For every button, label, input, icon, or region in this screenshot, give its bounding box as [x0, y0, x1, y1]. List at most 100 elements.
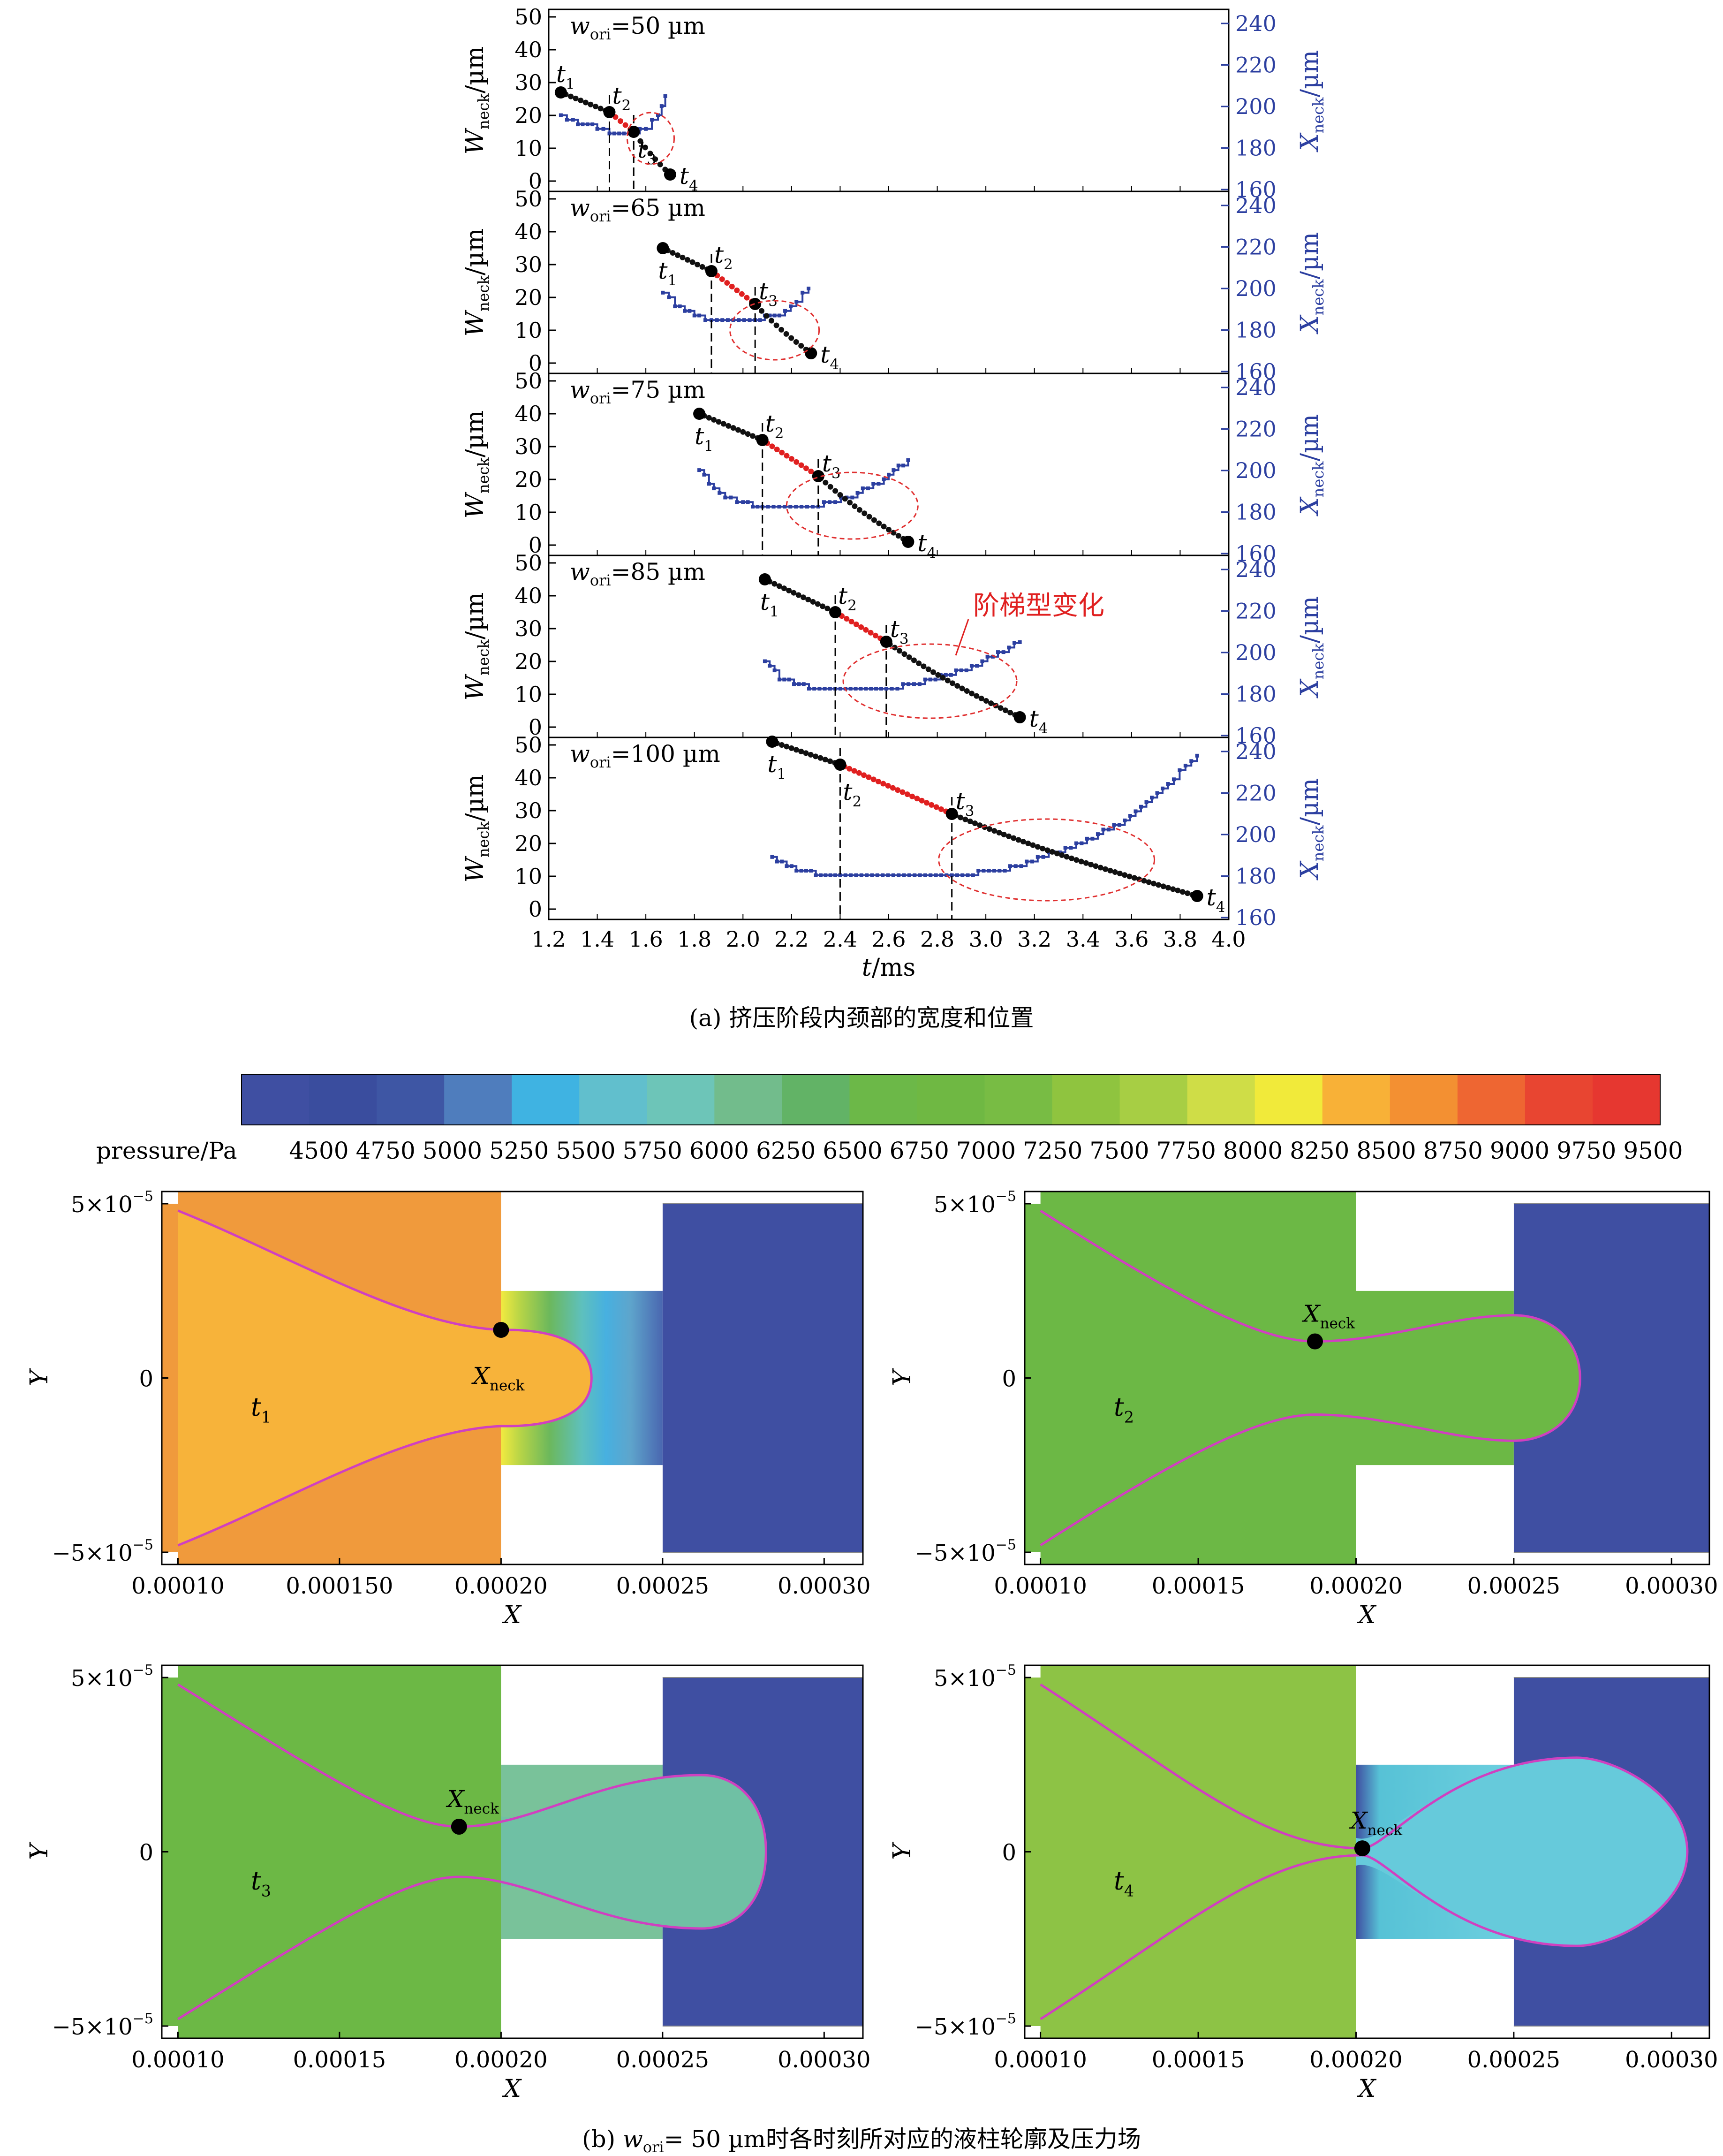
wneck-point: [897, 648, 903, 654]
x-tick-label: 2.2: [774, 926, 809, 952]
xneck-point: [801, 682, 806, 686]
y-tick-label-exp: −5: [133, 1662, 153, 1678]
colorbar-swatch: [1592, 1074, 1661, 1125]
xneck-point: [1013, 864, 1018, 868]
y-tick-label-left: 50: [514, 550, 542, 576]
xneck-point: [975, 664, 979, 668]
t4-label-sub: 4: [1216, 899, 1225, 916]
wneck-point: [866, 774, 872, 780]
wneck-point: [974, 693, 980, 699]
xneck-point: [559, 113, 563, 117]
wneck-point: [1170, 886, 1176, 892]
wneck-point: [872, 632, 878, 638]
x-tick-label: 0.00025: [1467, 2047, 1561, 2073]
xneck-point: [864, 686, 868, 691]
y-tick-label-left: 50: [514, 186, 542, 212]
wneck-point: [582, 99, 589, 106]
wneck-point: [642, 144, 648, 151]
xneck-point: [617, 131, 621, 136]
contour-bottom: [1040, 1378, 1581, 1547]
xneck-point: [884, 686, 888, 691]
caption-b-sub: ori: [642, 2138, 664, 2156]
wneck-point: [674, 252, 680, 258]
wneck-point: [820, 603, 826, 609]
wneck-point: [695, 261, 701, 267]
xneck-point: [794, 504, 798, 509]
marker-t4: [664, 168, 676, 181]
colorbar-tick: 7000: [956, 1137, 1016, 1164]
colorbar-swatch: [714, 1074, 783, 1125]
inlet-region: [162, 1665, 501, 2038]
stepwise-ellipse: [729, 300, 820, 361]
inlet-notch-top: [1025, 1192, 1041, 1204]
t1-label: t1: [695, 423, 713, 455]
xneck-point: [1161, 786, 1165, 790]
wneck-point: [568, 93, 574, 99]
wneck-point: [1068, 855, 1074, 861]
wneck-point: [1156, 882, 1162, 888]
wneck-point: [1030, 842, 1036, 848]
t2-label: t2: [843, 778, 862, 810]
wneck-point: [964, 688, 970, 694]
y-tick-label-base: 0: [139, 1840, 153, 1866]
y-tick-label-right: 240: [1235, 375, 1277, 400]
xneck-point: [933, 677, 937, 682]
wall-bottom: [501, 1939, 663, 2038]
t4-label: t4: [680, 162, 698, 194]
xneck-point: [1128, 814, 1132, 818]
xneck-marker: [1354, 1840, 1370, 1857]
y-tick-label-left: 20: [514, 467, 542, 492]
xneck-point: [1123, 818, 1127, 822]
x-tick-label: 3.4: [1066, 926, 1100, 952]
wneck-point: [725, 423, 732, 429]
inlet-notch-bottom: [1025, 1552, 1041, 1564]
droplet-body: [1356, 1315, 1580, 1441]
xneck-point: [1139, 805, 1143, 809]
y-tick-label-left: 50: [514, 4, 542, 30]
y-axis-title-right-x: X: [1296, 314, 1324, 334]
xneck-point: [996, 650, 1000, 654]
y-tick-label-right: 220: [1235, 781, 1277, 806]
inlet-notch-top: [1025, 1665, 1041, 1678]
wneck-point: [876, 520, 882, 526]
wneck-point: [788, 335, 794, 341]
colorbar-tick: 5250: [489, 1137, 549, 1164]
colorbar-tick: 7750: [1156, 1137, 1216, 1164]
xneck-point: [960, 873, 965, 877]
xneck-point: [729, 495, 733, 500]
outlet-wall-bottom: [1513, 2026, 1709, 2038]
y-axis-title: Y: [25, 1842, 53, 1860]
y-tick-label-base: −5×10: [52, 2014, 133, 2040]
xneck-point: [854, 873, 858, 877]
wneck-point: [868, 630, 874, 636]
xneck-point: [763, 659, 767, 663]
y-tick-label-base: −5×10: [915, 1540, 996, 1566]
xneck-point: [969, 664, 974, 668]
colorbar-swatch: [782, 1074, 850, 1125]
xneck-point: [971, 873, 975, 877]
xneck-point: [799, 868, 803, 873]
xneck-point: [1134, 809, 1138, 813]
y-tick-label-right: 220: [1235, 235, 1277, 260]
y-tick-label-left: 0: [529, 714, 542, 740]
y-tick-label-left: 20: [514, 285, 542, 310]
t2-label-main: t: [612, 82, 622, 109]
marker-t1: [766, 736, 778, 748]
t2-label-sub: 2: [775, 425, 784, 442]
xneck-point: [901, 463, 906, 468]
wneck-point: [844, 616, 850, 622]
wneck-point: [962, 816, 968, 822]
xneck-point: [849, 873, 853, 877]
y-tick-label-right: 200: [1235, 458, 1277, 483]
xneck-point: [697, 468, 702, 472]
panel-label-sub: ori: [590, 753, 611, 771]
xneck-point: [678, 304, 682, 309]
colorbar-tick: 9750: [1557, 1137, 1616, 1164]
y-tick-label-left: 0: [529, 532, 542, 558]
xneck-point: [622, 131, 626, 136]
y-tick-label-right: 220: [1235, 417, 1277, 442]
y-tick-label-base: 0: [139, 1366, 153, 1392]
t4-label: t4: [1029, 705, 1048, 737]
xneck-point: [590, 122, 595, 127]
wneck-point: [1054, 850, 1060, 857]
